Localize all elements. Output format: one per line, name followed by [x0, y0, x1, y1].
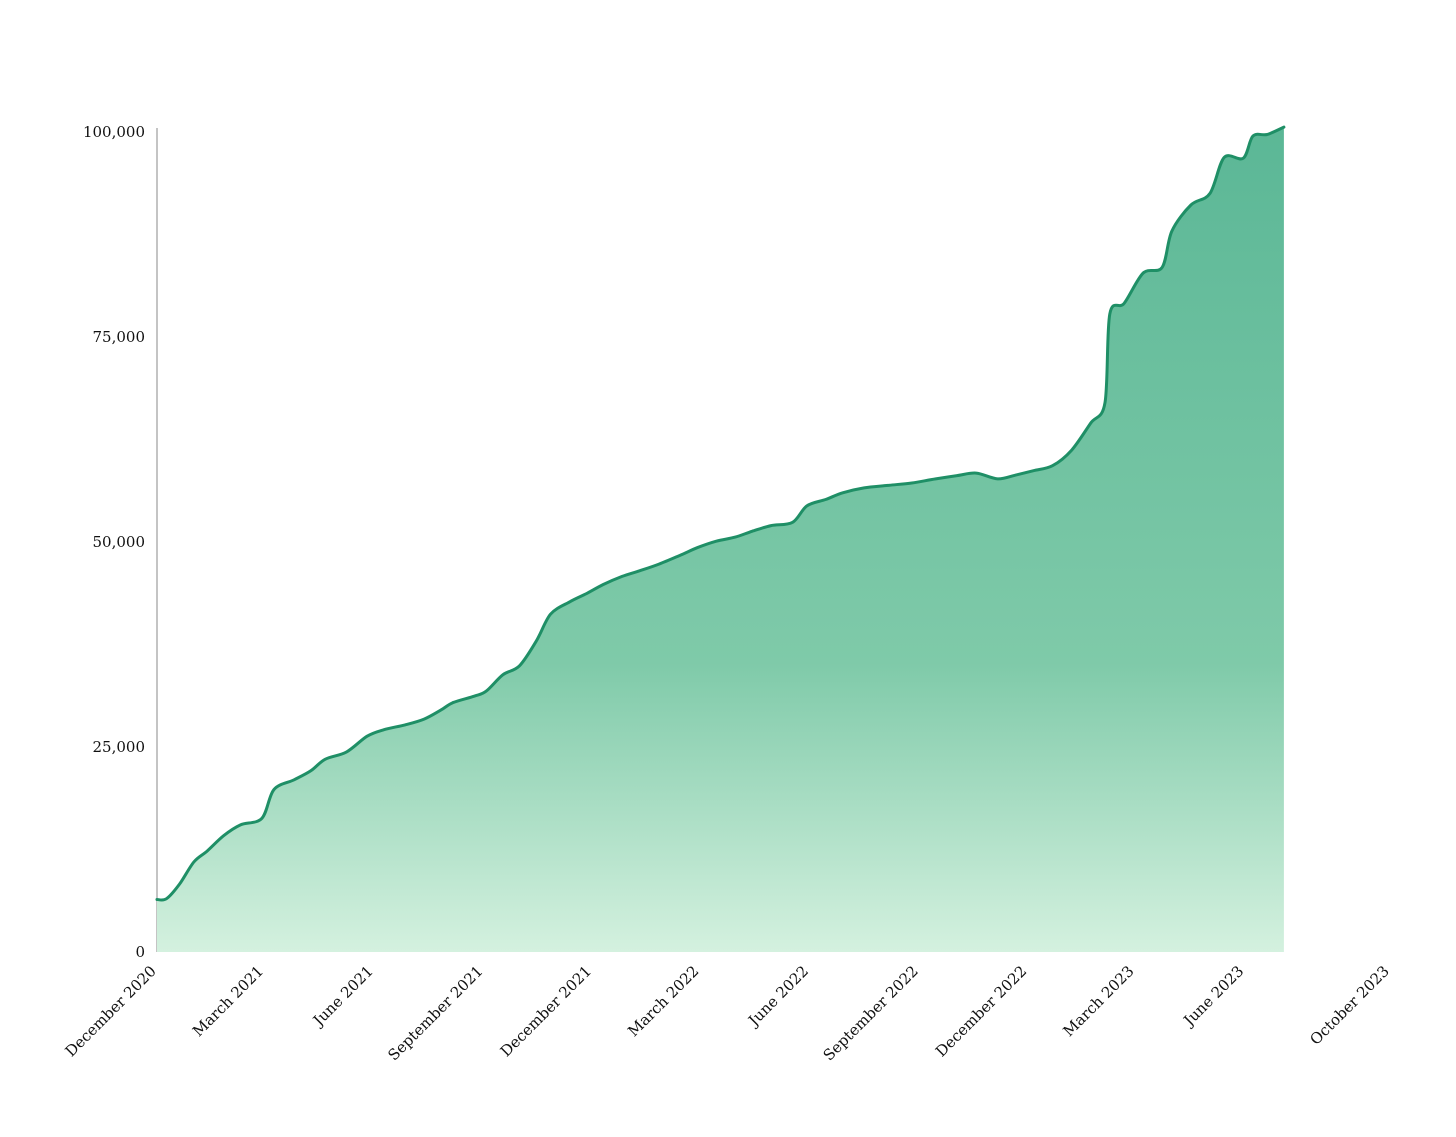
x-axis: December 2020 March 2021 June 2021 Septembe… [62, 962, 1393, 1064]
x-tick-label: December 2020 [62, 962, 160, 1060]
x-tick-label: March 2021 [189, 962, 267, 1040]
y-tick-label: 0 [135, 943, 145, 961]
x-tick-label: March 2023 [1060, 962, 1138, 1040]
x-tick-label: October 2023 [1306, 962, 1393, 1049]
x-tick-label: September 2021 [384, 962, 486, 1064]
x-tick-label: September 2022 [820, 962, 922, 1064]
x-tick-label: June 2021 [308, 962, 377, 1031]
series-line [155, 125, 1286, 902]
y-axis: 0 25,000 50,000 75,000 100,000 [83, 123, 158, 961]
x-tick-label: December 2022 [932, 962, 1030, 1060]
y-tick-label: 50,000 [93, 533, 146, 551]
y-tick-label: 100,000 [83, 123, 145, 141]
x-tick-label: March 2022 [624, 962, 702, 1040]
area-fill [157, 127, 1284, 953]
series-area [155, 125, 1286, 953]
x-tick-label: June 2022 [743, 962, 812, 1031]
y-tick-label: 75,000 [93, 328, 146, 346]
y-tick-label: 25,000 [93, 738, 146, 756]
x-tick-label: June 2023 [1179, 962, 1248, 1031]
x-tick-label: December 2021 [497, 962, 595, 1060]
